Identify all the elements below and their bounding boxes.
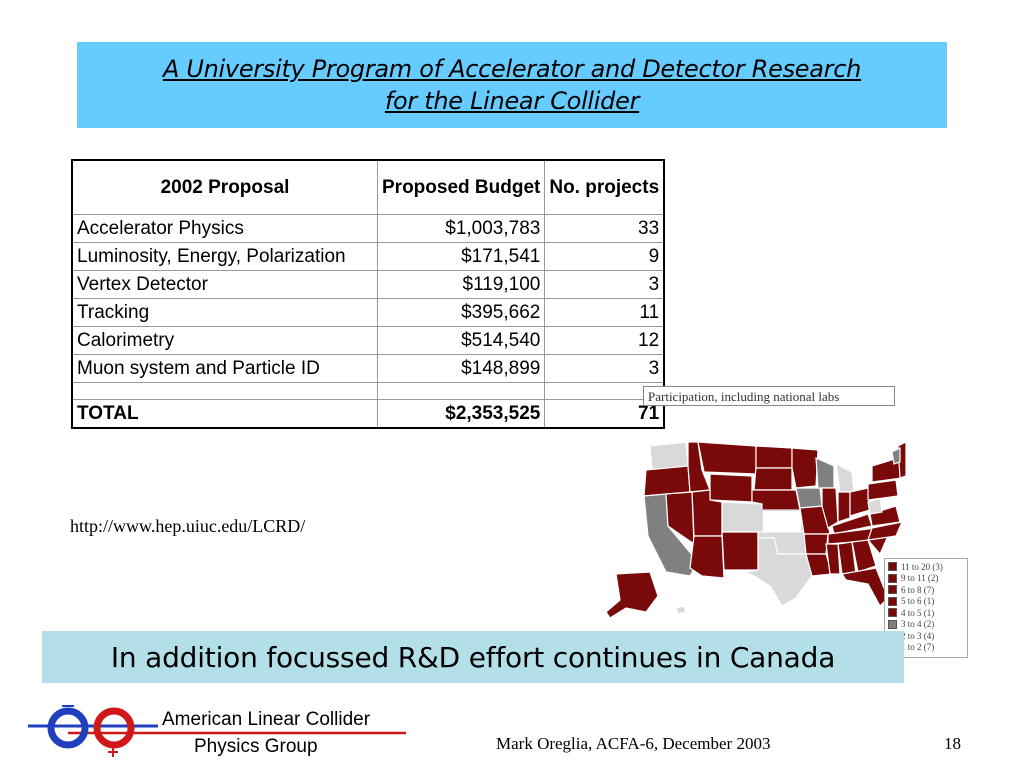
state-wi [815,457,835,489]
state-wy [709,473,753,503]
table-row: Calorimetry $514,540 12 [71,326,665,355]
state-va [869,505,901,527]
state-in [837,491,851,523]
budget-table: 2002 Proposal Proposed Budget No. projec… [71,159,666,429]
table-total-row: TOTAL $2,353,525 71 [71,399,665,429]
legend-swatch [888,596,897,606]
legend-label: 9 to 11 (2) [901,573,939,584]
slide-title-box: A University Program of Accelerator and … [77,42,947,128]
logo-red-circle [93,707,135,749]
logo-blue-circle [47,707,89,749]
logo-line-1: American Linear Collider [162,709,371,730]
state-mi [835,462,855,493]
legend-label: 4 to 5 (1) [901,607,935,618]
row-budget: $171,541 [376,242,546,271]
legend-row: 4 to 5 (1) [888,607,964,619]
row-budget: $148,899 [376,354,546,383]
state-ia [795,487,823,509]
row-name: Tracking [71,298,378,327]
logo-line-2: Physics Group [194,736,318,757]
state-oh [849,487,871,517]
row-projects: 33 [544,214,665,243]
row-budget: $1,003,783 [376,214,546,243]
row-budget: $514,540 [376,326,546,355]
header-projects: No. projects [544,159,665,215]
legend-row: 5 to 6 (1) [888,596,964,608]
legend-label: 6 to 8 (7) [901,584,935,595]
state-sd [753,467,793,491]
row-projects: 12 [544,326,665,355]
project-url: http://www.hep.uiuc.edu/LCRD/ [70,516,306,536]
page-number: 18 [944,734,961,753]
legend-label: 1 to 2 (7) [901,642,935,653]
legend-row: 3 to 4 (2) [888,619,964,631]
row-projects: 9 [544,242,665,271]
row-projects: 11 [544,298,665,327]
legend-label: 5 to 6 (1) [901,596,935,607]
header-budget: Proposed Budget [376,159,546,215]
legend-label: 11 to 20 (3) [901,561,943,572]
row-name: Luminosity, Energy, Polarization [71,242,378,271]
row-budget: $119,100 [376,270,546,299]
legend-row: 11 to 20 (3) [888,561,964,573]
state-nm [721,531,759,571]
state-co [721,501,763,533]
legend-swatch [888,608,897,618]
state-ga [851,539,877,573]
state-pa [867,479,899,501]
canada-note-box: In addition focussed R&D effort continue… [42,631,904,683]
map-caption: Participation, including national labs [643,386,895,406]
state-il [821,487,839,529]
state-ms [825,543,841,575]
legend-swatch [888,573,897,583]
legend-swatch [888,619,897,629]
legend-label: 2 to 3 (4) [901,630,935,641]
state-mt [697,441,757,475]
state-az [689,535,725,579]
state-fl [840,567,889,607]
legend-label: 3 to 4 (2) [901,619,935,630]
header-proposal: 2002 Proposal [71,159,378,215]
state-nd [755,445,793,469]
blank-cell [376,382,546,400]
table-row: Vertex Detector $119,100 3 [71,270,665,299]
total-budget: $2,353,525 [376,399,546,429]
total-label: TOTAL [71,399,378,429]
row-budget: $395,662 [376,298,546,327]
row-projects: 3 [544,270,665,299]
us-participation-map [606,441,906,619]
canada-note: In addition focussed R&D effort continue… [110,640,836,674]
state-ks [761,509,803,533]
legend-swatch [888,585,897,595]
state-hi [675,605,687,615]
state-tx [744,537,813,607]
state-nc [867,521,904,541]
slide-title-line-2: for the Linear Collider [384,87,640,115]
legend-swatch [888,562,897,572]
legend-row: 9 to 11 (2) [888,573,964,585]
blank-cell [71,382,378,400]
state-vt-nh [891,447,901,465]
legend-row: 6 to 8 (7) [888,584,964,596]
footer-author: Mark Oreglia, ACFA-6, December 2003 [496,734,771,753]
table-header-row: 2002 Proposal Proposed Budget No. projec… [71,159,665,215]
row-name: Vertex Detector [71,270,378,299]
table-row: Luminosity, Energy, Polarization $171,54… [71,242,665,271]
row-projects: 3 [544,354,665,383]
table-row: Muon system and Particle ID $148,899 3 [71,354,665,383]
alcpg-logo [28,705,406,757]
state-ak [606,571,659,619]
slide-title-line-1: A University Program of Accelerator and … [162,55,862,83]
row-name: Muon system and Particle ID [71,354,378,383]
state-or [643,465,691,497]
row-name: Calorimetry [71,326,378,355]
row-name: Accelerator Physics [71,214,378,243]
state-mn [791,447,819,489]
table-row: Accelerator Physics $1,003,783 33 [71,214,665,243]
state-wv [867,497,883,515]
table-row: Tracking $395,662 11 [71,298,665,327]
table-blank-row [71,382,665,400]
state-ar [803,533,829,555]
state-wa [649,441,689,471]
